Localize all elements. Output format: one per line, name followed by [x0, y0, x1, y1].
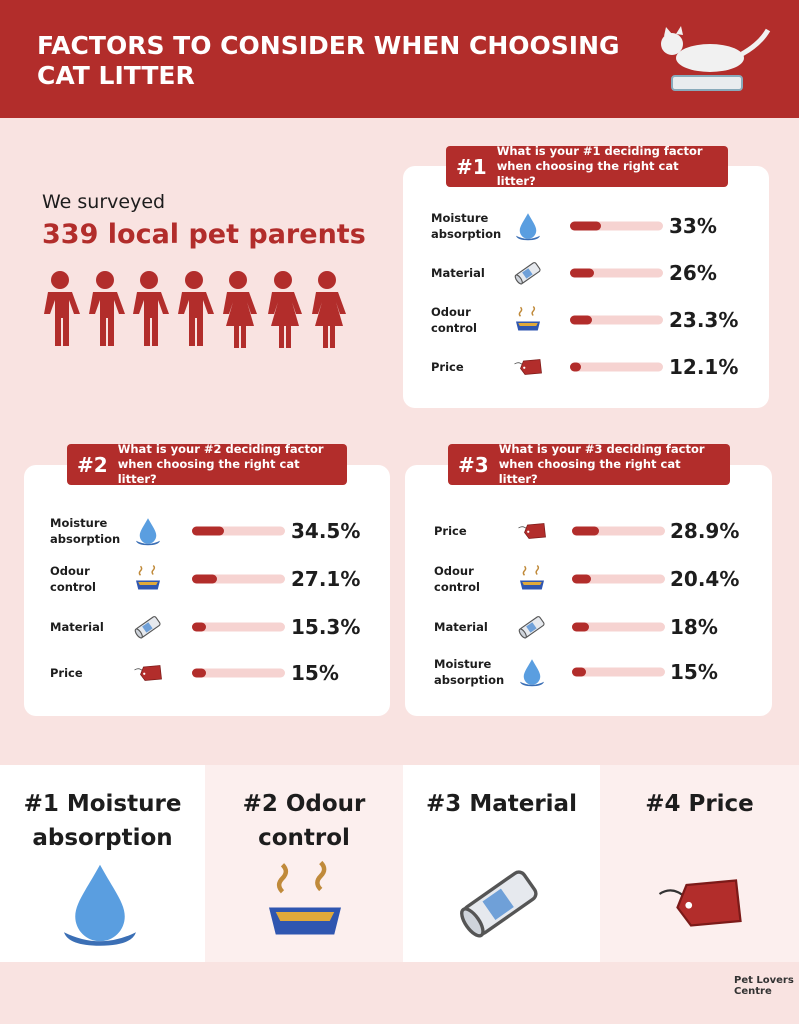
item-label: Moisture absorption: [434, 657, 505, 687]
icon: [517, 564, 547, 594]
panel-question: What is your #2 deciding factor when cho…: [117, 442, 324, 486]
item-label: Price: [50, 666, 83, 680]
bar: [572, 622, 589, 632]
cat-illustration: [661, 26, 771, 91]
bar-track: [572, 622, 665, 632]
survey-intro: We surveyed: [42, 191, 166, 213]
rank-label: #4 Price: [645, 791, 754, 817]
item-label: Material: [434, 620, 488, 634]
bar: [572, 574, 591, 584]
bar: [570, 315, 592, 325]
person-icon: [129, 270, 169, 350]
icon: [133, 612, 163, 642]
icon: [517, 612, 547, 642]
person-icon: [174, 270, 214, 350]
bar-track: [572, 574, 665, 584]
rank-cell: [403, 765, 600, 962]
rank-label: #2 Odour control: [242, 791, 366, 851]
badge-number: #2: [77, 452, 108, 477]
badge-number: #1: [456, 154, 487, 179]
person-icon: [263, 270, 303, 350]
item-label: Odour control: [431, 305, 477, 335]
bar-track: [570, 268, 663, 278]
rank-cell: [600, 765, 799, 962]
people-row: [40, 270, 360, 350]
bar-track: [192, 526, 285, 536]
value-label: 18%: [670, 615, 718, 639]
value-label: 15%: [291, 661, 339, 685]
person-icon: [218, 270, 258, 350]
value-label: 23.3%: [669, 308, 739, 332]
bar-track: [192, 622, 285, 632]
bar: [192, 622, 207, 632]
panel-badge: #2 What is your #2 deciding factor when c…: [67, 442, 347, 486]
value-label: 27.1%: [291, 567, 361, 591]
person-icon: [85, 270, 125, 350]
rank-icon: [55, 858, 145, 948]
bar-track: [570, 362, 663, 372]
panel-badge: #1 What is your #1 deciding factor when c…: [446, 144, 728, 188]
bar: [192, 574, 218, 584]
rank-label: #3 Material: [426, 791, 577, 817]
brand-logo: Pet Lovers Centre: [734, 975, 794, 997]
badge-number: #3: [458, 452, 489, 477]
value-label: 20.4%: [670, 567, 740, 591]
value-label: 12.1%: [669, 355, 739, 379]
panel-badge: #3 What is your #3 deciding factor when c…: [448, 442, 730, 486]
rank-icon: [650, 858, 750, 948]
person-icon: [307, 270, 347, 350]
value-label: 33%: [669, 214, 717, 238]
icon: [517, 657, 547, 687]
bar: [570, 362, 582, 372]
bar-track: [192, 668, 285, 678]
survey-count: 339 local pet parents: [42, 219, 366, 250]
item-label: Material: [50, 620, 104, 634]
bar: [572, 526, 599, 536]
item-label: Moisture absorption: [50, 516, 121, 546]
icon: [513, 305, 543, 335]
item-label: Material: [431, 266, 485, 280]
bar: [572, 667, 586, 677]
item-label: Odour control: [434, 564, 480, 594]
value-label: 34.5%: [291, 519, 361, 543]
item-label: Price: [431, 360, 464, 374]
icon: [133, 516, 163, 546]
bar: [570, 221, 601, 231]
rank-icon: [455, 858, 545, 948]
bar: [192, 526, 225, 536]
person-icon: [40, 270, 80, 350]
icon: [513, 258, 543, 288]
rank-icon: [260, 858, 350, 948]
value-label: 15%: [670, 660, 718, 684]
bar-track: [570, 221, 663, 231]
icon: [513, 211, 543, 241]
rank-label: #1 Moisture absorption: [23, 791, 182, 851]
panel-question: What is your #1 deciding factor when cho…: [496, 144, 703, 188]
bar-track: [570, 315, 663, 325]
page-title: FACTORS TO CONSIDER WHEN CHOOSING CAT LI…: [37, 31, 620, 90]
bar-track: [572, 667, 665, 677]
header-band: [0, 0, 799, 118]
item-label: Moisture absorption: [431, 211, 502, 241]
icon: [133, 658, 163, 688]
icon: [513, 352, 543, 382]
icon: [517, 516, 547, 546]
value-label: 26%: [669, 261, 717, 285]
bar: [192, 668, 206, 678]
value-label: 28.9%: [670, 519, 740, 543]
panel-question: What is your #3 deciding factor when cho…: [498, 442, 705, 486]
item-label: Odour control: [50, 564, 96, 594]
bar-track: [572, 526, 665, 536]
value-label: 15.3%: [291, 615, 361, 639]
bar-track: [192, 574, 285, 584]
item-label: Price: [434, 524, 467, 538]
icon: [133, 564, 163, 594]
bar: [570, 268, 595, 278]
